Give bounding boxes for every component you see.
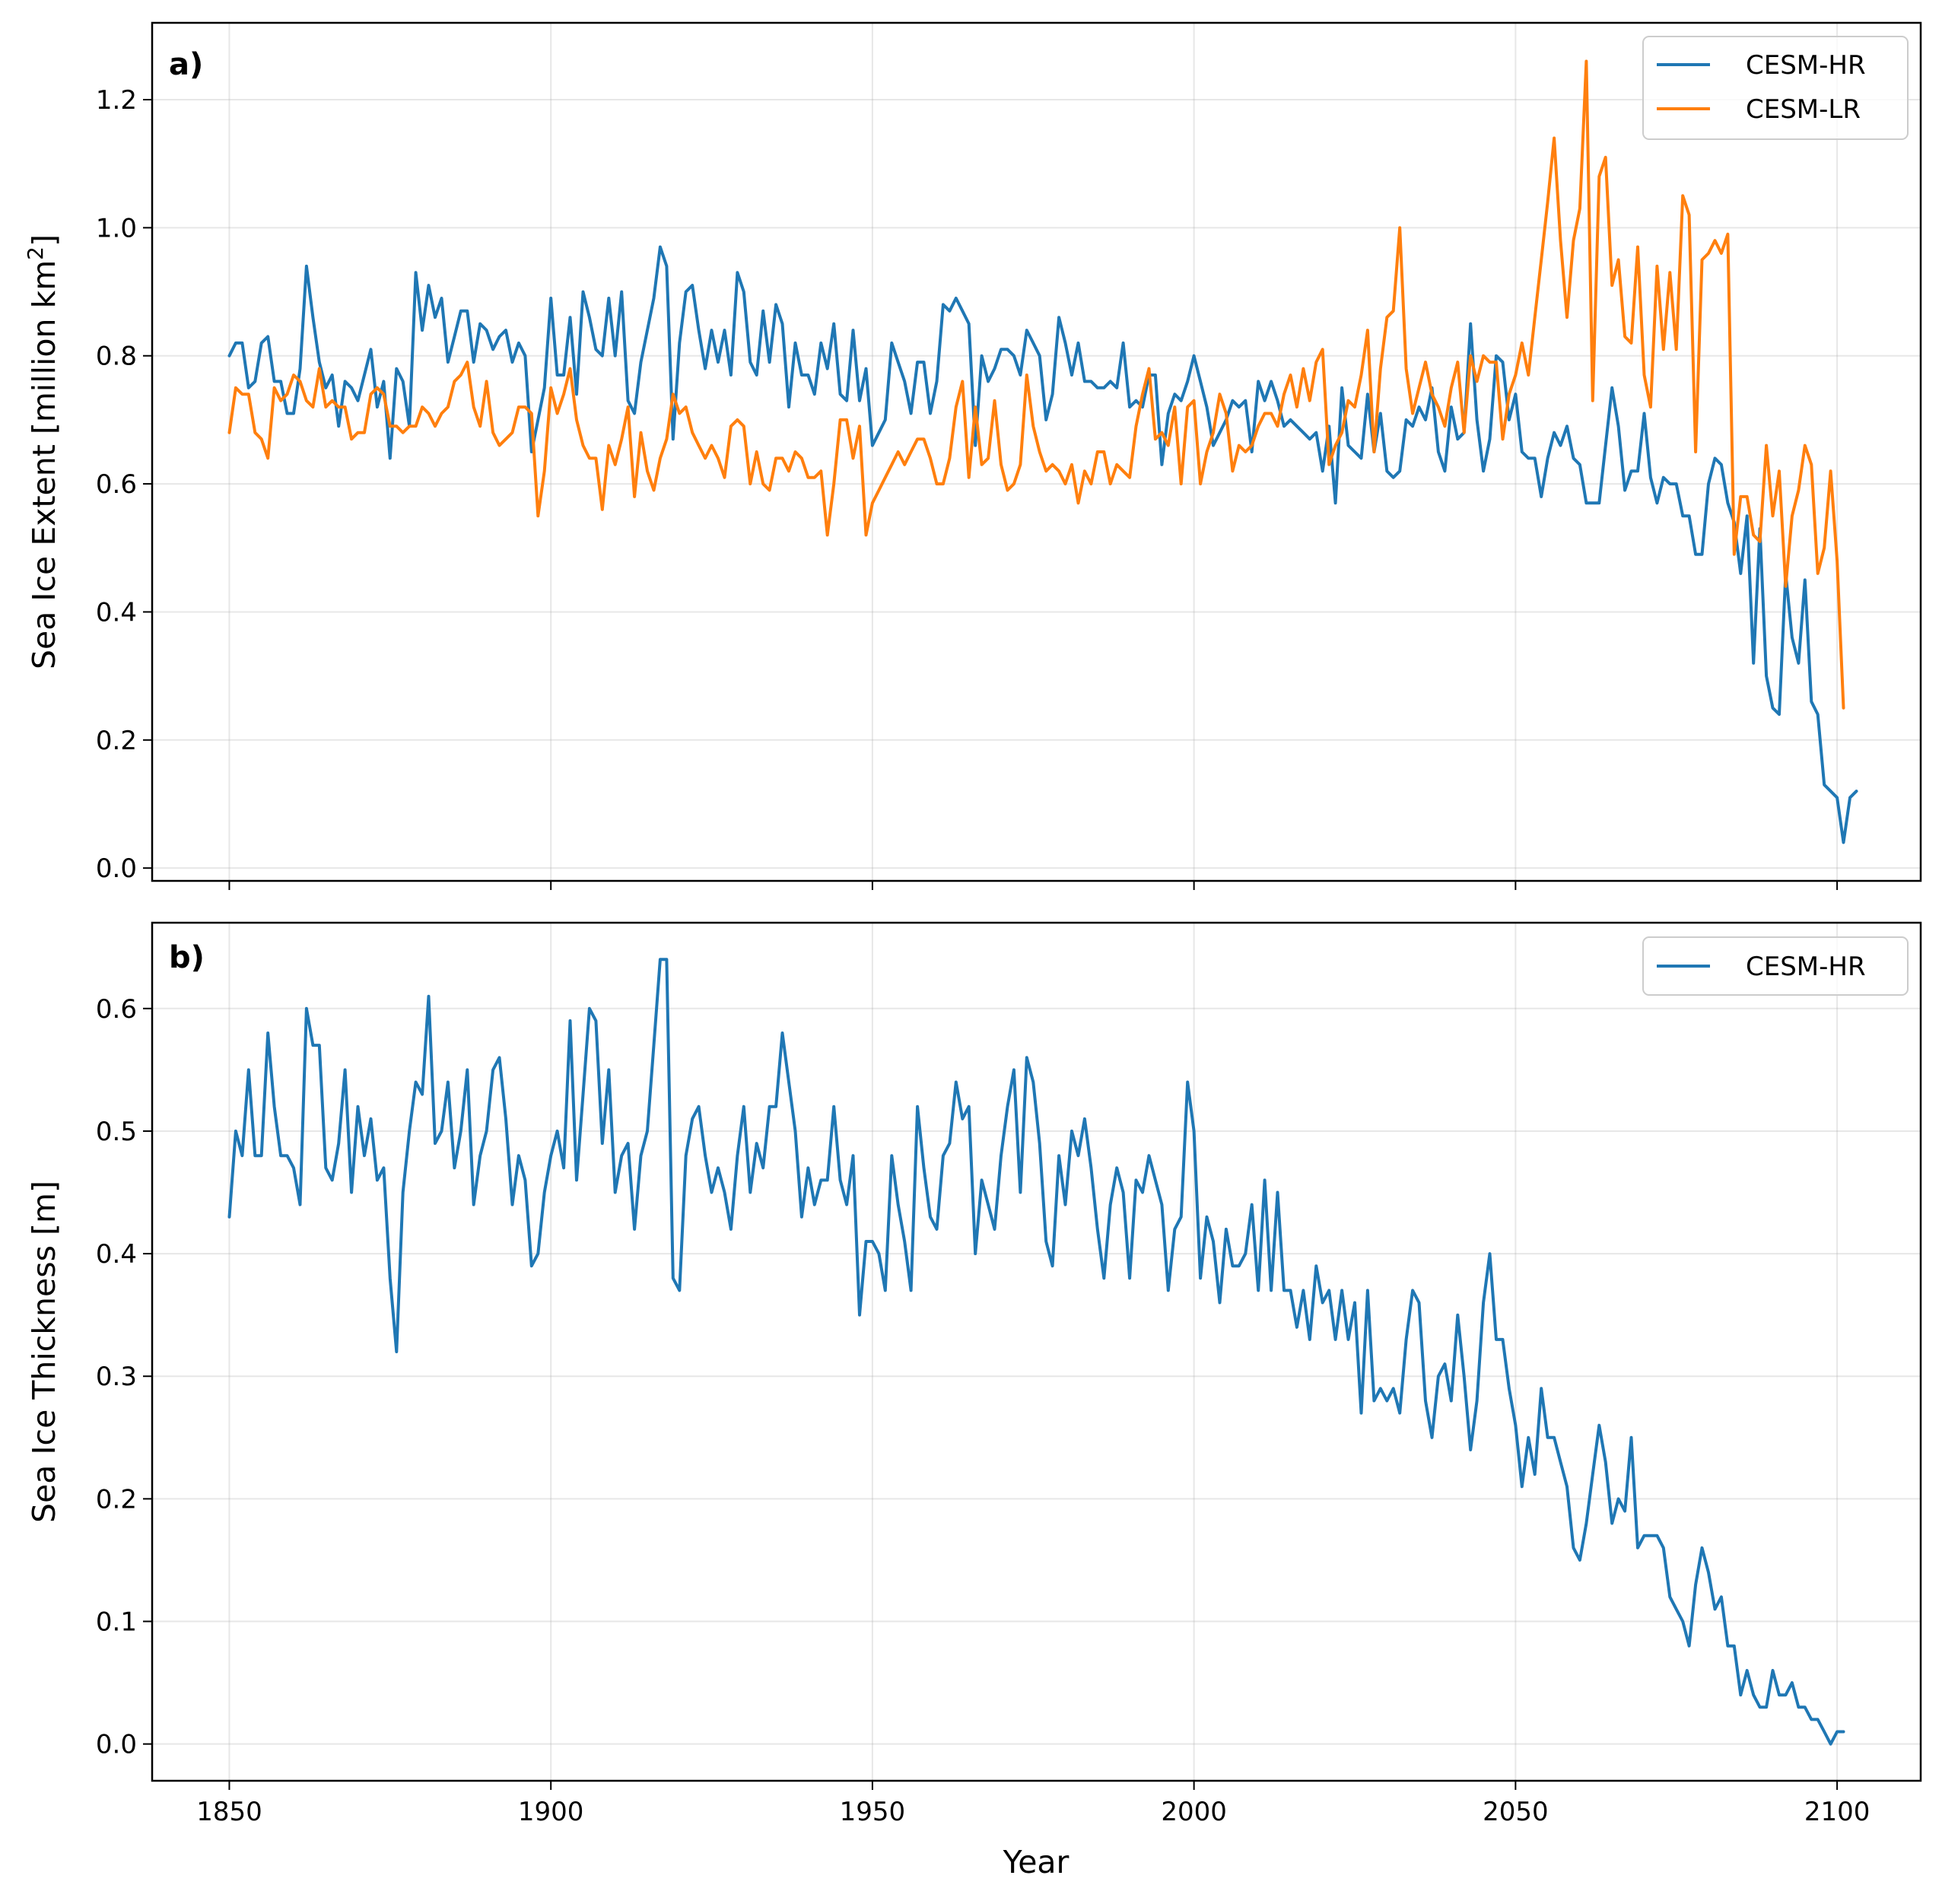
panel-b-x-tick-label: 1850	[196, 1797, 262, 1827]
panel-b-x-tick-label: 2000	[1161, 1797, 1227, 1827]
panel-a-xticks	[228, 881, 1839, 890]
panel-b-legend-box	[1642, 936, 1909, 996]
panel-b-label: b)	[169, 940, 205, 975]
panel-a-series-cesm-hr	[227, 245, 1858, 844]
panel-a-y-axis-label: Sea Ice Extent [million km2]	[23, 234, 62, 669]
panel-b-grid	[152, 923, 1921, 1781]
panel-b-legend: CESM-HR	[1642, 936, 1909, 996]
legend-label-cesm-lr: CESM-LR	[1746, 94, 1861, 125]
legend-label-cesm-hr: CESM-HR	[1746, 50, 1866, 81]
panel-b-yticks: 0.0 0.1 0.2 0.3 0.4 0.5 0.6	[96, 994, 152, 1760]
panel-a-legend-box	[1642, 36, 1909, 140]
panel-b-series	[227, 958, 1845, 1746]
panel-b-y-tick-label: 0.1	[96, 1607, 137, 1638]
legend-label-cesm-hr: CESM-HR	[1746, 952, 1866, 982]
panel-b-y-tick-label: 0.6	[96, 994, 137, 1025]
panel-a-y-tick-label: 0.2	[96, 726, 137, 756]
panel-b-xticks: 1850 1900 1950 2000 2050 2100	[196, 1781, 1870, 1827]
panel-a-series-cesm-lr	[227, 59, 1845, 710]
panel-b: 1850 1900 1950 2000 2050 2100 0.0 0.1 0.2 0.3 0.4…	[26, 921, 1922, 1880]
panel-b-x-tick-label: 1900	[518, 1797, 584, 1827]
panel-b-x-tick-label: 2100	[1804, 1797, 1870, 1827]
panel-a-legend: CESM-HR CESM-LR	[1642, 36, 1909, 140]
panel-b-frame	[151, 921, 1922, 1782]
x-axis-label: Year	[1003, 1844, 1070, 1880]
panel-b-x-tick-label: 1950	[840, 1797, 906, 1827]
panel-b-series-cesm-hr	[227, 958, 1845, 1746]
panel-b-y-tick-label: 0.2	[96, 1484, 137, 1515]
panel-a-y-tick-label: 1.2	[96, 85, 137, 116]
panel-a-y-tick-label: 0.8	[96, 342, 137, 372]
panel-b-y-axis-label: Sea Ice Thickness [m]	[26, 1181, 62, 1523]
panel-a-label: a)	[169, 47, 203, 82]
panel-a-y-tick-label: 0.0	[96, 853, 137, 884]
panel-b-y-tick-label: 0.5	[96, 1117, 137, 1147]
panel-a-y-tick-label: 0.4	[96, 597, 137, 628]
panel-b-y-tick-label: 0.4	[96, 1239, 137, 1270]
panel-b-x-tick-label: 2050	[1483, 1797, 1549, 1827]
panel-b-y-tick-label: 0.0	[96, 1730, 137, 1760]
panel-a-y-tick-label: 0.6	[96, 469, 137, 500]
panel-a-series	[227, 59, 1858, 844]
panel-a-y-tick-label: 1.0	[96, 213, 137, 243]
panel-a-yticks: 0.0 0.2 0.4 0.6 0.8 1.0 1.2	[96, 85, 152, 884]
panel-a-frame	[151, 21, 1922, 882]
panel-b-y-tick-label: 0.3	[96, 1362, 137, 1392]
panel-a: 0.0 0.2 0.4 0.6 0.8 1.0 1.2 a) Sea Ice Extent …	[23, 21, 1922, 890]
